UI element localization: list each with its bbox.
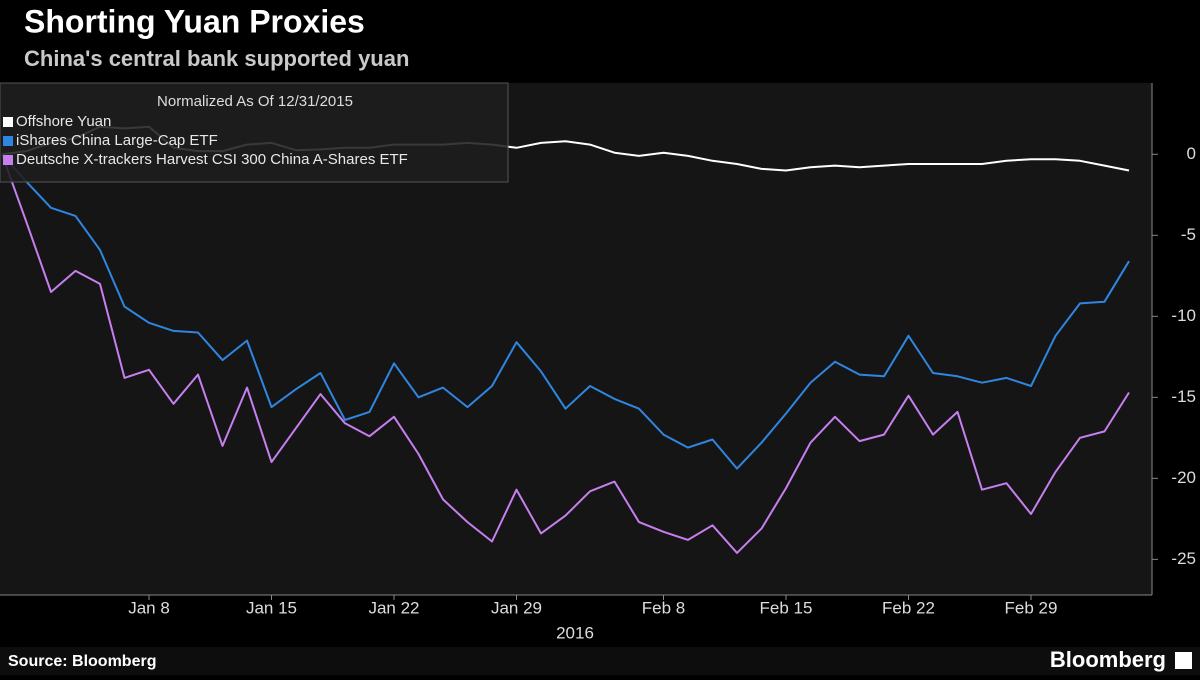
footer xyxy=(0,647,1200,675)
series-line xyxy=(1,153,1130,554)
x-tick-label: Jan 8 xyxy=(128,598,170,617)
y-tick-label: -15 xyxy=(1171,387,1196,406)
legend-title: Normalized As Of 12/31/2015 xyxy=(157,93,353,110)
y-tick-label: 0 xyxy=(1187,144,1196,163)
y-tick-label: -5 xyxy=(1181,225,1196,244)
legend-label: Deutsche X-trackers Harvest CSI 300 Chin… xyxy=(16,151,408,168)
series-line xyxy=(1,153,1130,470)
legend-swatch xyxy=(3,155,13,165)
x-tick-label: Jan 15 xyxy=(246,598,297,617)
y-tick-label: -25 xyxy=(1171,549,1196,568)
legend-box xyxy=(0,82,509,183)
x-tick-label: Feb 8 xyxy=(642,598,685,617)
brand-icon xyxy=(1175,652,1192,669)
legend-swatch xyxy=(3,117,13,127)
x-tick-label: Feb 29 xyxy=(1005,598,1058,617)
brand: Bloomberg xyxy=(1050,647,1166,672)
y-tick-label: -10 xyxy=(1171,306,1196,325)
source: Source: Bloomberg xyxy=(8,653,156,670)
x-tick-label: Jan 22 xyxy=(368,598,419,617)
x-tick-label: Feb 15 xyxy=(760,598,813,617)
y-tick-label: -20 xyxy=(1171,468,1196,487)
x-tick-label: Feb 22 xyxy=(882,598,935,617)
legend: Normalized As Of 12/31/2015 Offshore Yua… xyxy=(0,82,509,183)
legend-label: iShares China Large-Cap ETF xyxy=(16,132,218,149)
x-axis-label: 2016 xyxy=(556,623,594,642)
chart-subtitle: China's central bank supported yuan xyxy=(24,46,409,71)
chart-title: Shorting Yuan Proxies xyxy=(24,3,365,39)
legend-label: Offshore Yuan xyxy=(16,113,111,130)
x-tick-label: Jan 29 xyxy=(491,598,542,617)
legend-swatch xyxy=(3,136,13,146)
